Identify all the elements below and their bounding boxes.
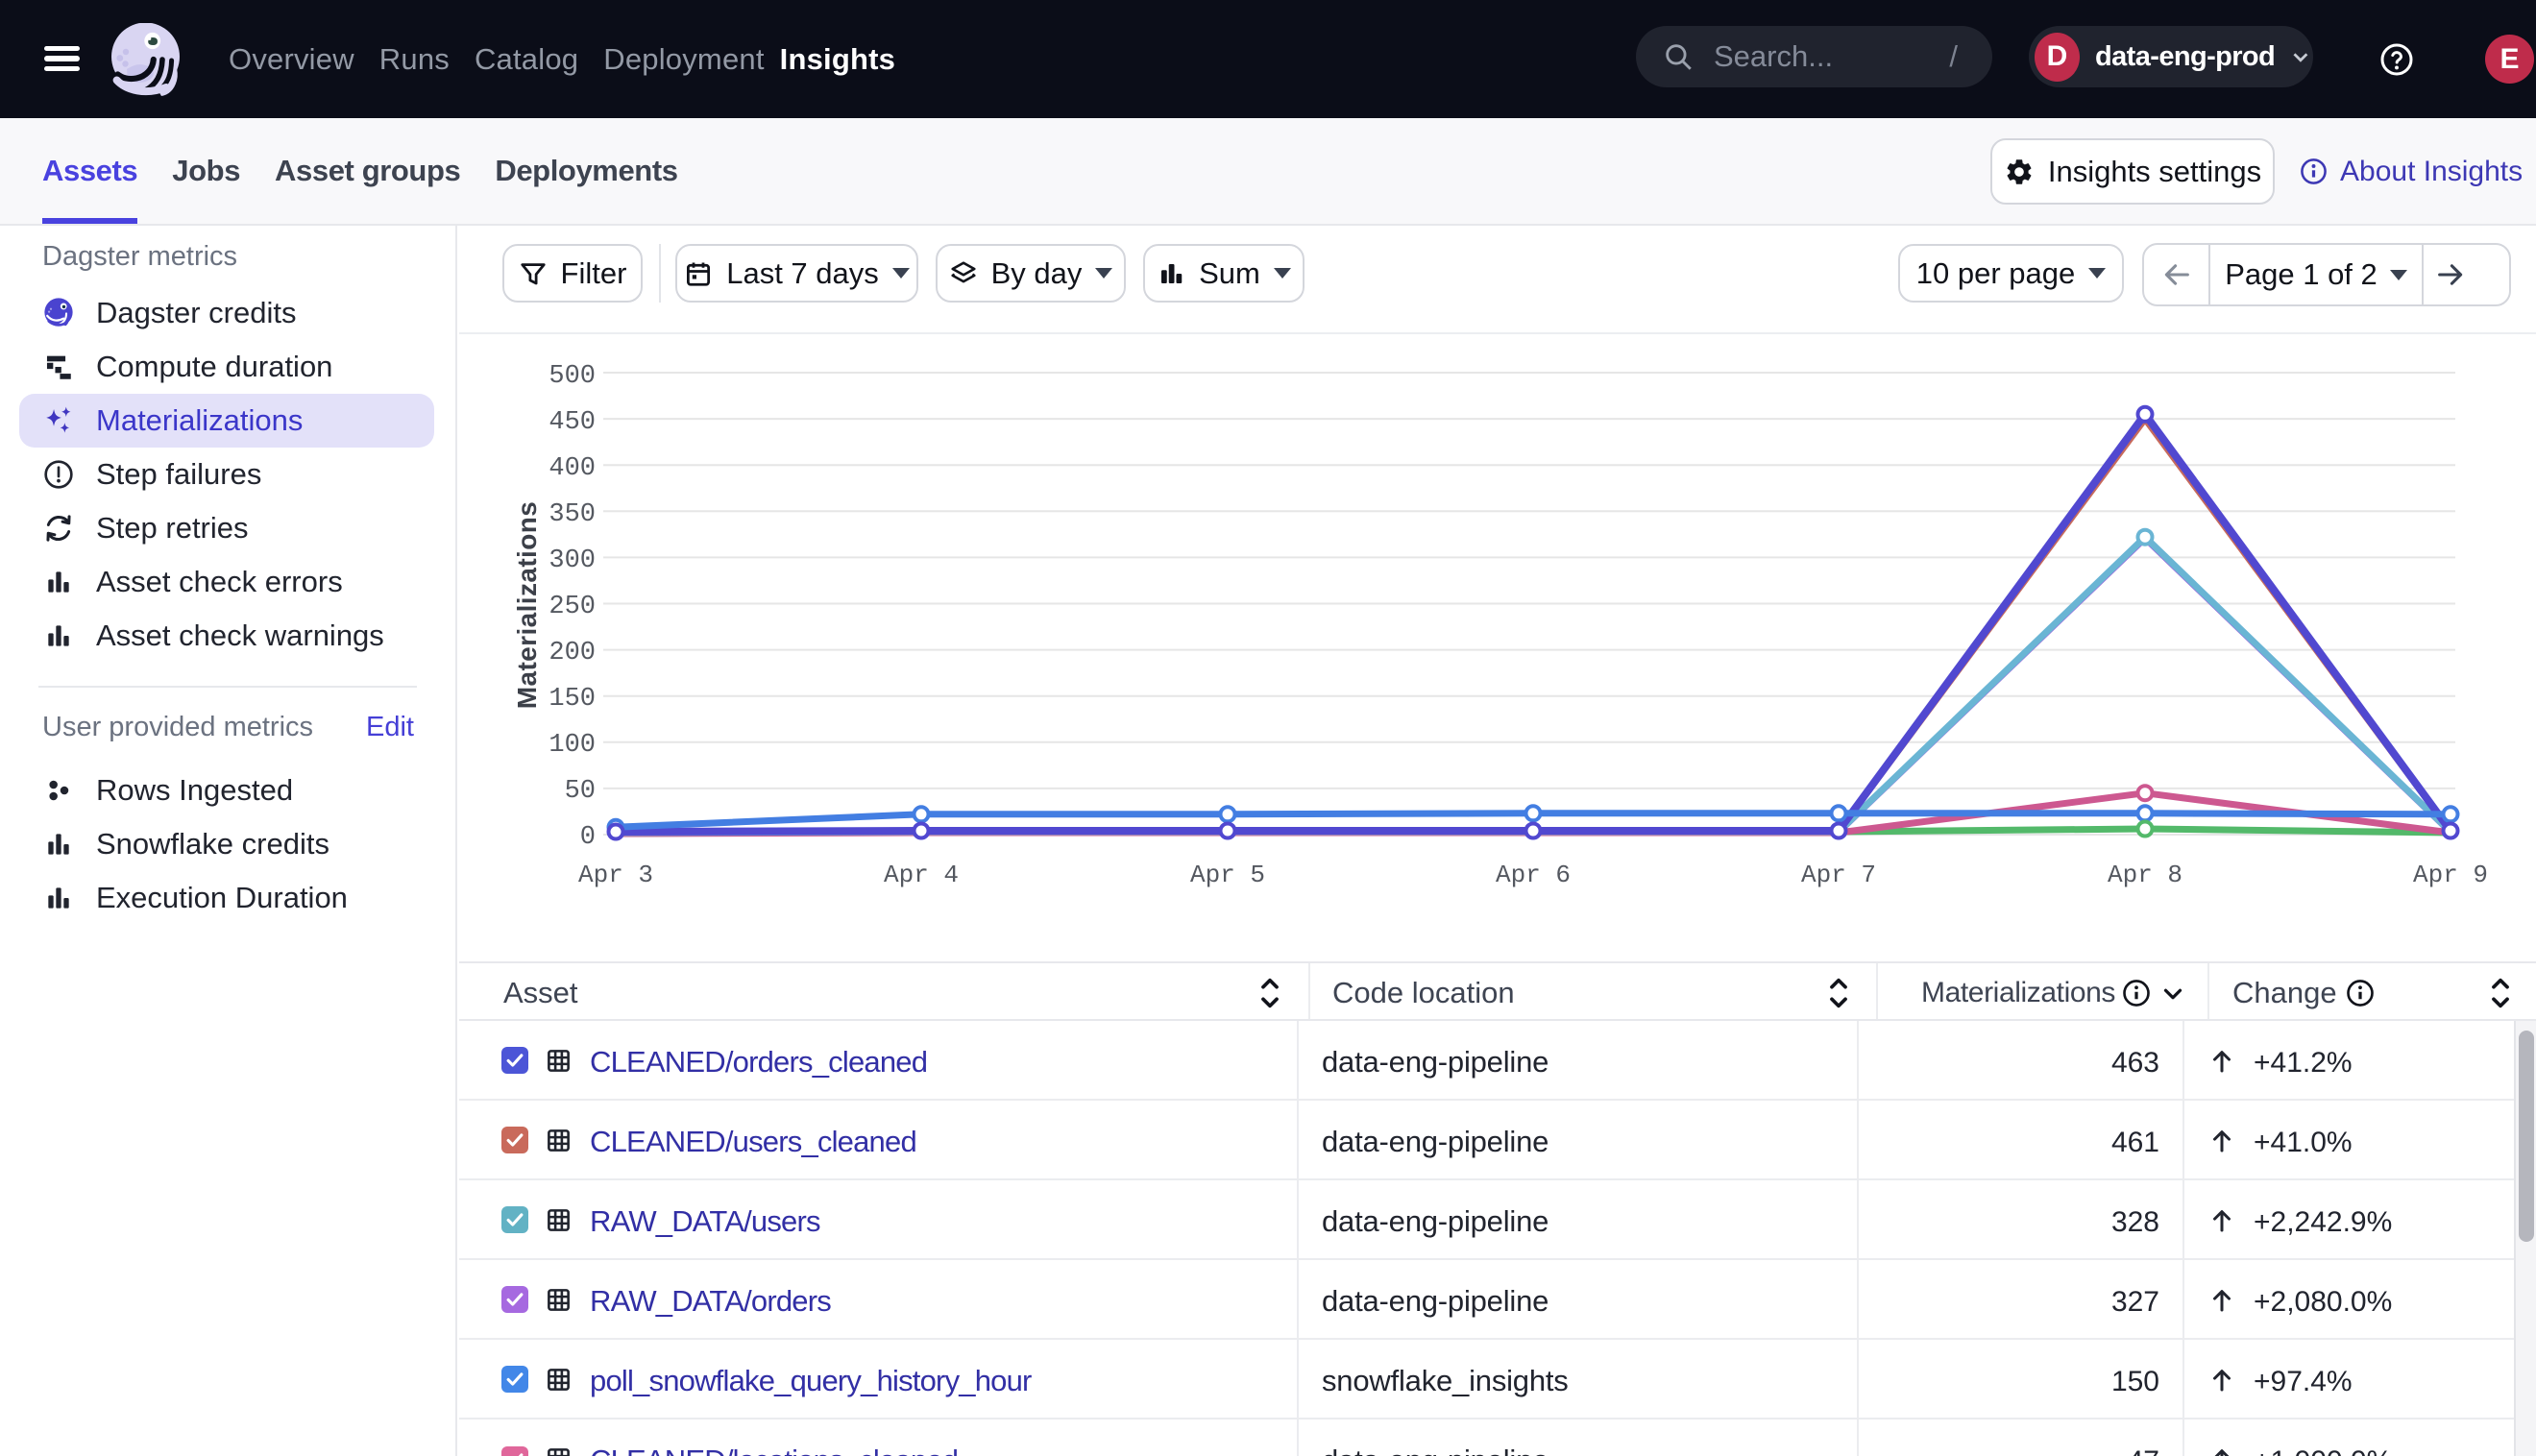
svg-text:Apr 6: Apr 6 [1496,861,1571,889]
svg-text:500: 500 [549,362,596,391]
svg-text:200: 200 [549,639,596,667]
svg-text:50: 50 [565,777,596,806]
svg-text:450: 450 [549,408,596,437]
svg-text:Apr 3: Apr 3 [578,861,653,889]
svg-text:250: 250 [549,593,596,621]
svg-text:400: 400 [549,454,596,483]
svg-text:300: 300 [549,546,596,575]
svg-text:Apr 9: Apr 9 [2413,861,2488,889]
svg-text:Apr 4: Apr 4 [884,861,959,889]
svg-text:0: 0 [580,823,596,852]
svg-text:Apr 7: Apr 7 [1801,861,1876,889]
svg-text:Materializations: Materializations [512,501,542,709]
svg-text:Apr 8: Apr 8 [2108,861,2182,889]
svg-text:Apr 5: Apr 5 [1190,861,1265,889]
svg-text:100: 100 [549,731,596,760]
svg-text:150: 150 [549,685,596,714]
svg-text:350: 350 [549,500,596,529]
